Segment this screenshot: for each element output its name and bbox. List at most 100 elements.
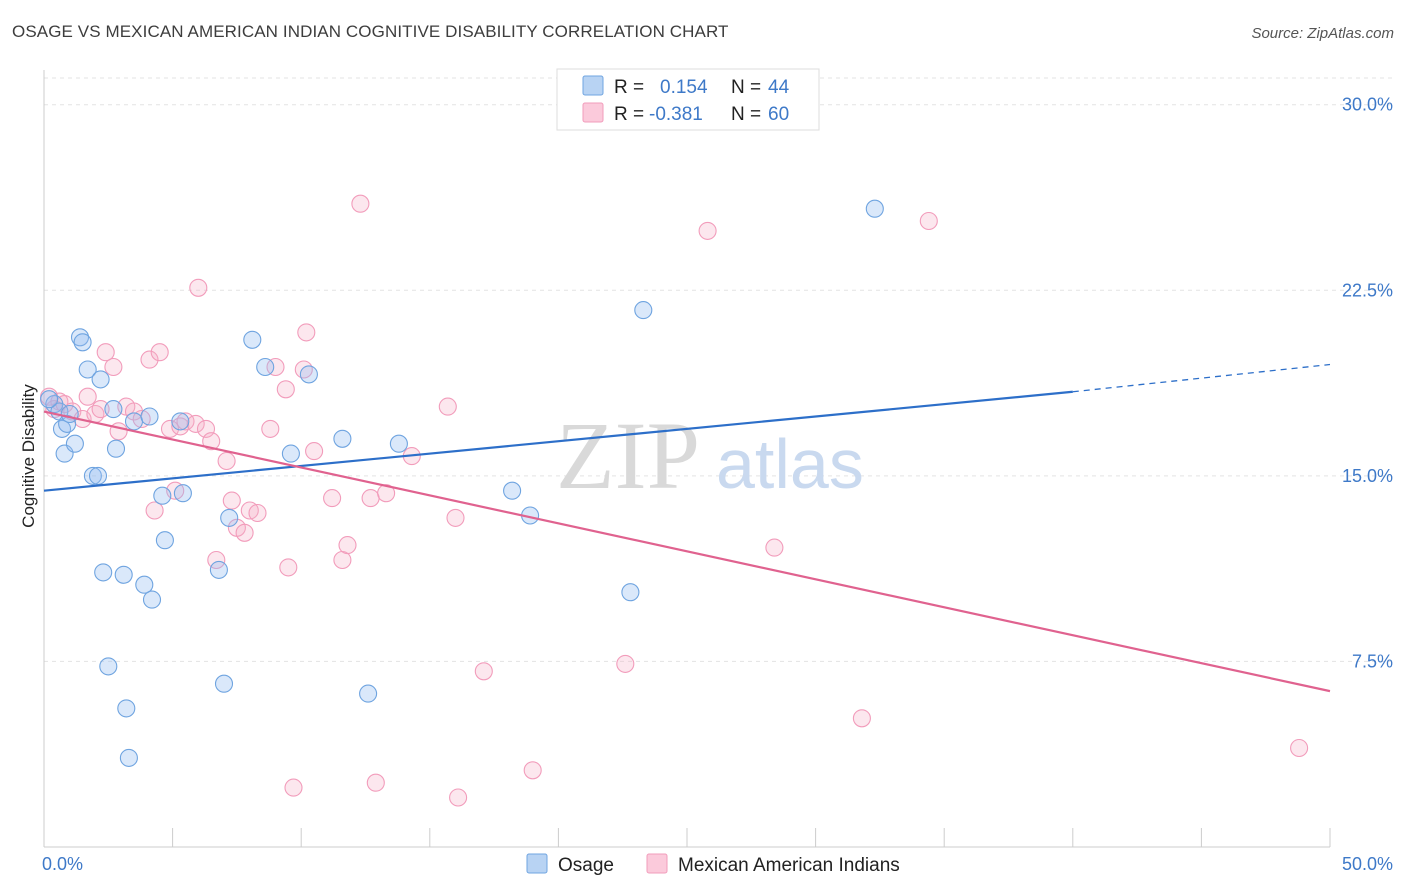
mai-point [351, 194, 370, 213]
source-label: Source: ZipAtlas.com [1251, 25, 1394, 42]
mai-point [698, 221, 717, 240]
bottom-legend-swatch-osage [526, 853, 548, 874]
osage-point [209, 560, 228, 579]
osage-point [503, 481, 522, 500]
osage-point [256, 357, 275, 377]
watermark: ZIP atlas [556, 402, 864, 509]
mai-point [150, 343, 169, 362]
osage-point [88, 466, 108, 485]
osage-point [73, 333, 92, 352]
osage-trend-line [43, 390, 1073, 492]
mai-point [297, 323, 316, 342]
mai-point [361, 489, 380, 508]
mai-point [186, 414, 205, 433]
y-tick-label: 30.0% [1342, 95, 1393, 115]
osage-points [40, 199, 884, 767]
mai-point [294, 360, 313, 379]
mai-point [323, 489, 342, 508]
legend-n-label-osage: N = [731, 77, 761, 98]
osage-trend-extension [1072, 363, 1331, 393]
mai-point [449, 788, 468, 807]
mai-point [160, 419, 180, 438]
mai-point [261, 419, 280, 438]
mai-point [140, 350, 159, 369]
y-tick-label: 7.5% [1352, 651, 1393, 671]
osage-point [99, 657, 118, 676]
mai-point [222, 491, 241, 510]
mai-point [1290, 738, 1309, 758]
grid [44, 77, 1392, 662]
osage-point [214, 674, 234, 693]
osage-point [135, 575, 154, 594]
mai-point [919, 211, 938, 231]
osage-point [142, 590, 162, 609]
osage-point [104, 400, 123, 419]
mai-point [189, 278, 208, 297]
osage-point [171, 412, 190, 431]
osage-point [114, 565, 133, 584]
mai-point [202, 432, 221, 451]
mai-point [852, 709, 871, 728]
mai-point [765, 538, 784, 557]
osage-point [94, 563, 113, 582]
mai-point [338, 536, 357, 555]
mai-point [284, 778, 303, 797]
y-axis-title: Cognitive Disability [19, 384, 38, 528]
mai-point [96, 343, 115, 362]
mai-point [616, 654, 635, 673]
mai-point [78, 387, 97, 406]
osage-point [70, 328, 90, 347]
trend-lines [43, 363, 1331, 693]
mai-point [266, 357, 285, 377]
mai-point [235, 523, 254, 542]
mai-trend-line [43, 410, 1331, 693]
legend-n-label-mai: N = [731, 104, 761, 125]
mai-point [438, 397, 457, 416]
osage-point [359, 684, 378, 703]
x-tick-label-min: 0.0% [42, 854, 83, 874]
osage-point [124, 412, 144, 431]
y-tick-labels: 7.5% 15.0% 22.5% 30.0% [1342, 95, 1393, 672]
osage-point [220, 508, 239, 527]
mai-point [377, 484, 396, 503]
legend-r-value-osage: 0.154 [660, 77, 708, 98]
legend-n-value-mai: 60 [768, 104, 789, 125]
legend-swatch-mai [582, 102, 604, 123]
osage-point [153, 486, 172, 505]
osage-point [91, 370, 110, 389]
bottom-legend-swatch-mai [646, 853, 668, 874]
osage-point [119, 748, 138, 767]
mai-point [305, 442, 324, 461]
legend-swatch-osage [582, 75, 604, 96]
mai-point [91, 400, 110, 419]
mai-point [248, 503, 267, 523]
mai-point [446, 508, 465, 527]
osage-point [40, 390, 59, 409]
osage-point [106, 439, 126, 458]
mai-point [145, 501, 164, 520]
osage-point [299, 365, 318, 384]
osage-point [83, 466, 102, 485]
osage-point [281, 444, 300, 463]
osage-point [243, 330, 262, 349]
mexican-american-indians-points [40, 194, 1309, 807]
osage-point [78, 360, 97, 379]
osage-point [60, 404, 79, 424]
osage-point [52, 419, 72, 438]
legend-r-label-mai: R = [614, 104, 644, 125]
mai-point [276, 380, 295, 399]
osage-point [140, 407, 159, 426]
osage-point [117, 699, 136, 718]
legend-r-label-osage: R = [614, 77, 644, 98]
osage-point [65, 434, 84, 453]
osage-point [389, 434, 408, 453]
series-legend: Osage Mexican American Indians [526, 853, 900, 876]
mai-point [279, 558, 298, 577]
x-tick-label-max: 50.0% [1342, 854, 1393, 874]
y-tick-label: 15.0% [1342, 466, 1393, 486]
legend-n-value-osage: 44 [768, 77, 790, 98]
legend-r-value-mai: -0.381 [649, 104, 703, 125]
bottom-legend-label-osage: Osage [558, 855, 614, 876]
y-tick-label: 22.5% [1342, 280, 1393, 300]
